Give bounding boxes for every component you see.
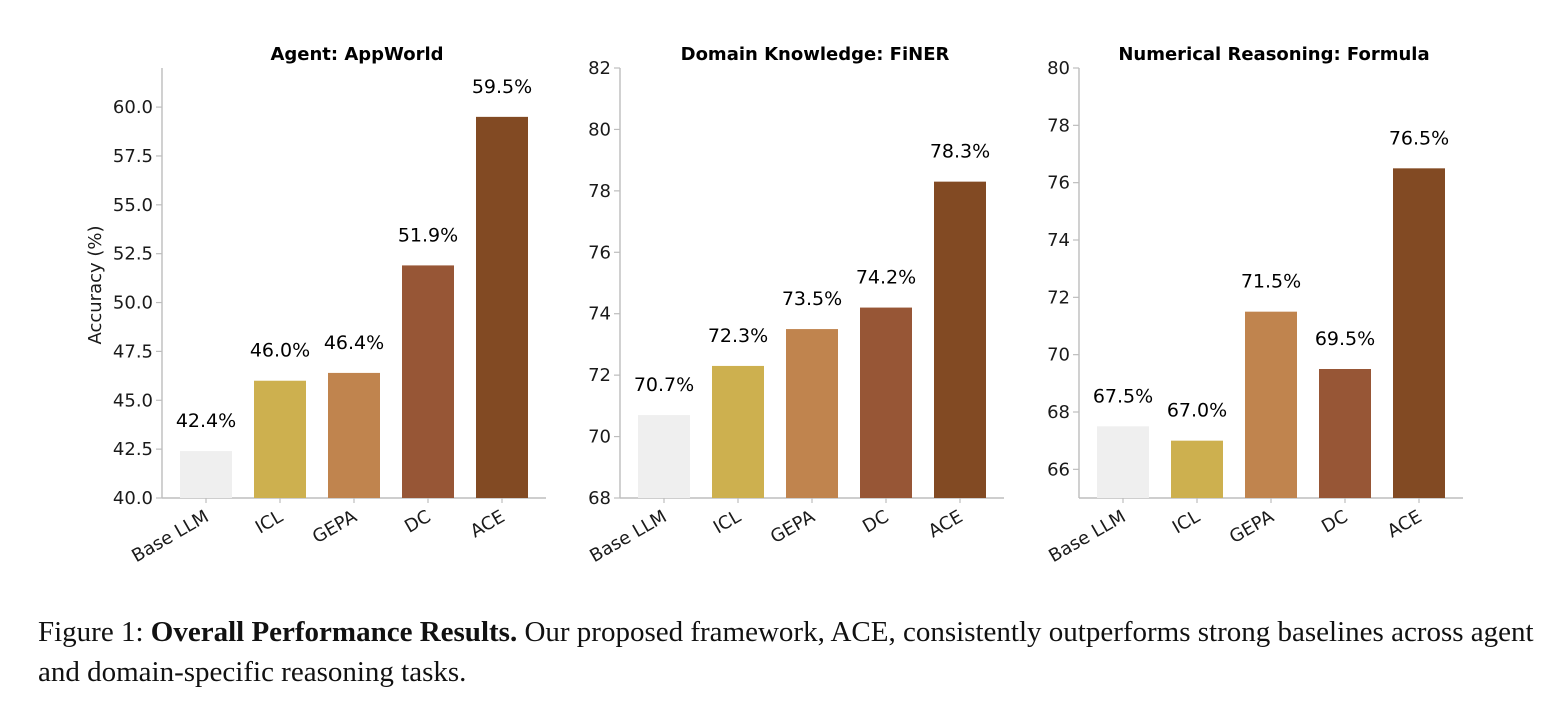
- bar: [1393, 168, 1445, 499]
- x-tick-label: DC: [401, 506, 434, 537]
- bar: [934, 181, 986, 498]
- x-tick-label: DC: [1318, 506, 1351, 537]
- bar: [712, 365, 764, 498]
- y-tick-label: 42.5: [113, 439, 153, 460]
- bar: [476, 116, 528, 498]
- chart-panel-1: 40.0 42.5 45.0 47.5 50.0 52.5 55.0 57.5 60.0 Agen…: [85, 44, 546, 567]
- x-tick-label: DC: [859, 506, 892, 537]
- x-tick-label: ACE: [1384, 506, 1426, 542]
- bar-value-label: 72.3%: [708, 325, 768, 347]
- bar: [786, 329, 838, 498]
- x-tick-label: GEPA: [767, 506, 819, 548]
- bar: [860, 307, 912, 498]
- y-tick-label: 70: [1047, 345, 1070, 366]
- bar-value-label: 73.5%: [782, 288, 842, 310]
- bar-value-label: 74.2%: [856, 267, 916, 289]
- y-tick-label: 60.0: [113, 97, 153, 118]
- y-tick-label: 72: [588, 365, 611, 386]
- x-tick-label: Base LLM: [128, 506, 212, 567]
- charts-area: 40.0 42.5 45.0 47.5 50.0 52.5 55.0 57.5 60.0 Agen…: [85, 44, 1463, 567]
- bar: [1097, 426, 1149, 498]
- caption-prefix: Figure 1:: [38, 616, 151, 648]
- x-tick-label: Base LLM: [586, 506, 670, 567]
- bar: [180, 451, 232, 498]
- bar: [402, 265, 454, 498]
- x-tick-label: ICL: [252, 506, 287, 538]
- y-tick-label: 47.5: [113, 341, 153, 362]
- y-tick-label: 68: [1047, 402, 1070, 423]
- y-tick-label: 45.0: [113, 390, 153, 411]
- y-tick-label: 57.5: [113, 146, 153, 167]
- bar: [1245, 311, 1297, 498]
- y-tick-label: 70: [588, 427, 611, 448]
- y-tick-label: 76: [1047, 173, 1070, 194]
- y-tick-label: 76: [588, 242, 611, 263]
- chart-title: Agent: AppWorld: [270, 44, 443, 65]
- figure-caption: Figure 1: Overall Performance Results. O…: [38, 612, 1538, 692]
- bar-value-label: 46.0%: [250, 340, 310, 362]
- y-tick-label: 80: [1047, 58, 1070, 79]
- bar: [638, 415, 690, 498]
- chart-panel-2: 68 70 72 74 76 78 80 82 Domain Knowledge: FiNER 7…: [586, 44, 1004, 567]
- bar-value-label: 46.4%: [324, 332, 384, 354]
- chart-title: Numerical Reasoning: Formula: [1118, 44, 1429, 65]
- x-tick-label: GEPA: [309, 506, 361, 548]
- bar-value-label: 70.7%: [634, 374, 694, 396]
- x-tick-label: Base LLM: [1045, 506, 1129, 567]
- bar-value-label: 69.5%: [1315, 328, 1375, 350]
- y-tick-label: 66: [1047, 459, 1070, 480]
- y-axis-label: Accuracy (%): [85, 225, 106, 344]
- bar-value-label: 67.5%: [1093, 385, 1153, 407]
- y-tick-label: 40.0: [113, 488, 153, 509]
- y-tick-label: 74: [1047, 230, 1070, 251]
- caption-text: Our proposed framework, ACE, consistentl…: [38, 616, 1534, 688]
- x-tick-label: ACE: [925, 506, 967, 542]
- y-tick-label: 52.5: [113, 244, 153, 265]
- y-tick-label: 74: [588, 304, 611, 325]
- bar-value-label: 51.9%: [398, 224, 458, 246]
- y-tick-label: 50.0: [113, 293, 153, 314]
- y-tick-label: 80: [588, 119, 611, 140]
- bar: [328, 372, 380, 498]
- x-tick-label: ICL: [710, 506, 745, 538]
- y-tick-label: 68: [588, 488, 611, 509]
- bar: [254, 380, 306, 498]
- bar: [1319, 369, 1371, 498]
- bar-value-label: 78.3%: [930, 141, 990, 163]
- bar-value-label: 42.4%: [176, 410, 236, 432]
- chart-title: Domain Knowledge: FiNER: [681, 44, 950, 65]
- y-tick-label: 78: [588, 181, 611, 202]
- x-tick-label: ICL: [1169, 506, 1204, 538]
- bar-value-label: 67.0%: [1167, 400, 1227, 422]
- x-tick-label: ACE: [467, 506, 509, 542]
- y-tick-label: 55.0: [113, 195, 153, 216]
- bar-value-label: 59.5%: [472, 76, 532, 98]
- bar: [1171, 440, 1223, 498]
- y-tick-label: 82: [588, 58, 611, 79]
- bar-value-label: 76.5%: [1389, 127, 1449, 149]
- x-tick-label: GEPA: [1226, 506, 1278, 548]
- y-tick-label: 72: [1047, 287, 1070, 308]
- caption-bold: Overall Performance Results.: [150, 616, 518, 648]
- y-tick-label: 78: [1047, 115, 1070, 136]
- bar-value-label: 71.5%: [1241, 271, 1301, 293]
- chart-panel-3: 66 68 70 72 74 76 78 80 Numerical Reasoning: For…: [1045, 44, 1463, 567]
